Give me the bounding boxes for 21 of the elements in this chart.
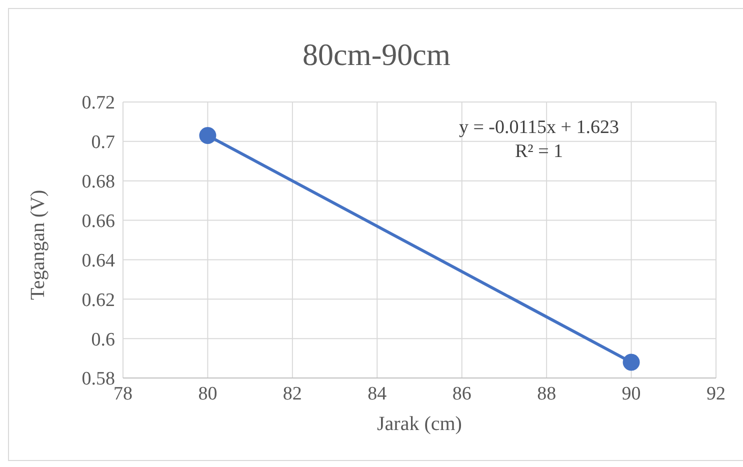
- y-tick-label: 0.64: [82, 250, 116, 272]
- y-tick-label: 0.7: [91, 132, 115, 154]
- y-tick-label: 0.6: [91, 329, 115, 350]
- annotation: y = -0.0115x + 1.623: [458, 117, 620, 139]
- x-tick-label: 88: [537, 383, 556, 404]
- x-tick-label: 80: [198, 383, 218, 404]
- annotation: R² = 1: [514, 141, 564, 163]
- x-tick-label: 84: [368, 383, 388, 404]
- x-axis-title: Jarak (cm): [377, 413, 462, 435]
- x-tick-label: 86: [452, 383, 472, 404]
- y-axis-title: Tegangan (V): [27, 190, 50, 300]
- y-tick-label: 0.72: [82, 92, 115, 114]
- y-tick-label: 0.62: [82, 290, 115, 311]
- x-tick-label: 92: [706, 383, 726, 404]
- chart-title: 80cm-90cm: [301, 37, 452, 73]
- x-tick-label: 78: [114, 383, 132, 404]
- x-tick-label: 90: [622, 383, 641, 404]
- y-tick-label: 0.58: [82, 368, 115, 390]
- y-tick-label: 0.66: [82, 211, 115, 232]
- y-tick-label: 0.68: [82, 172, 115, 193]
- x-tick-label: 82: [282, 383, 302, 404]
